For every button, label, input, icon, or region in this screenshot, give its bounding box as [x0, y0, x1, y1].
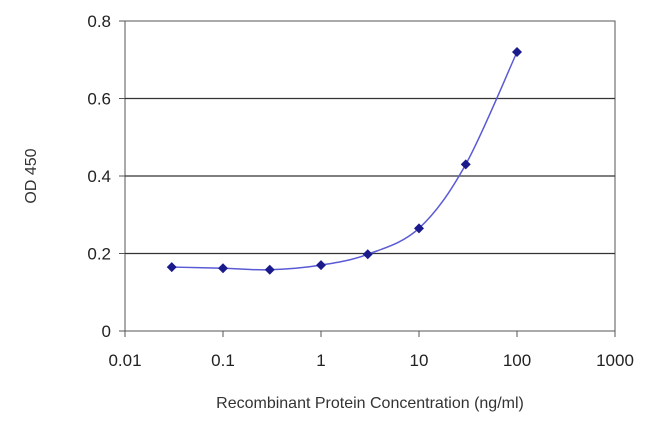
y-tick-label: 0.8 — [87, 12, 111, 31]
y-axis-ticks: 0 0.2 0.4 0.6 0.8 — [87, 12, 125, 341]
x-tick-label: 10 — [410, 351, 429, 370]
y-tick-label: 0.6 — [87, 90, 111, 109]
y-tick-label: 0.4 — [87, 167, 111, 186]
data-point — [512, 47, 522, 57]
data-point — [362, 249, 373, 260]
y-tick-label: 0 — [102, 322, 111, 341]
x-axis-ticks: 0.01 0.1 1 10 100 1000 — [108, 331, 634, 370]
data-points — [166, 47, 522, 275]
data-point — [218, 263, 228, 274]
y-axis-label: OD 450 — [23, 148, 40, 203]
x-tick-label: 1000 — [596, 351, 634, 370]
x-tick-label: 100 — [503, 351, 531, 370]
x-tick-label: 0.01 — [108, 351, 141, 370]
x-tick-label: 1 — [316, 351, 325, 370]
fit-curve — [171, 51, 518, 271]
y-tick-label: 0.2 — [87, 245, 111, 264]
data-point — [316, 260, 326, 271]
x-axis-label: Recombinant Protein Concentration (ng/ml… — [216, 395, 524, 412]
x-tick-label: 0.1 — [211, 351, 235, 370]
data-point — [264, 264, 275, 275]
data-point — [460, 159, 471, 170]
data-point — [414, 223, 424, 234]
data-point — [166, 262, 177, 273]
